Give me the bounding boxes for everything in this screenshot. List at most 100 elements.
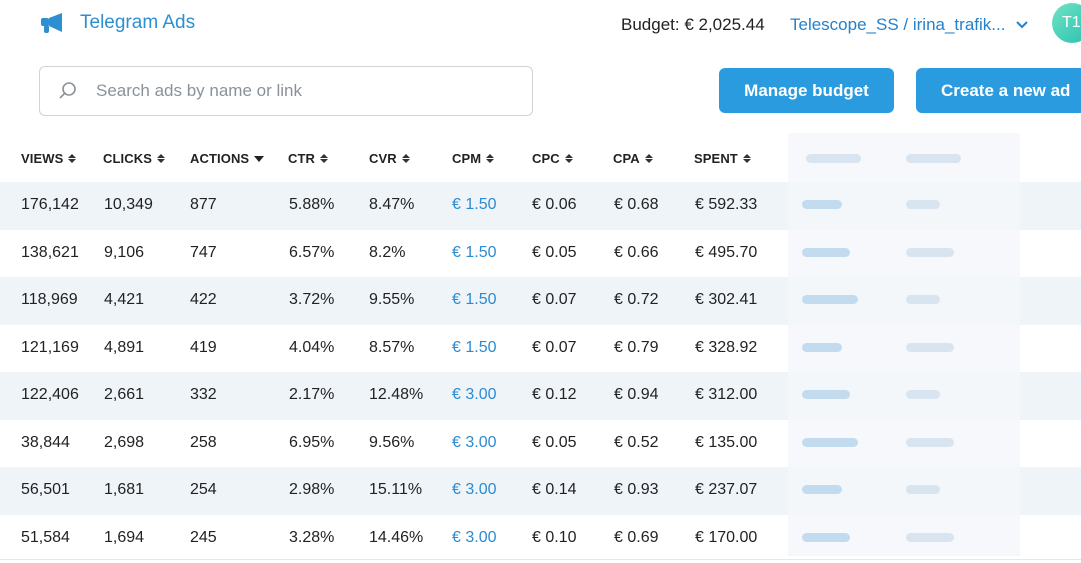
cell-clicks: 10,349: [104, 196, 153, 213]
sort-icon: [564, 154, 573, 163]
cell-cpa: € 0.93: [614, 481, 659, 498]
sort-desc-icon: [254, 155, 265, 162]
cell-cpm[interactable]: € 1.50: [452, 243, 497, 261]
cell-cpc: € 0.10: [532, 528, 577, 546]
cell-cpa: € 0.72: [614, 291, 659, 308]
cell-cvr: 9.56%: [369, 433, 415, 451]
sort-icon: [486, 154, 495, 163]
cell-actions: 747: [190, 243, 217, 261]
cell-spent: € 135.00: [695, 433, 758, 451]
cell-cpm[interactable]: € 3.00: [452, 433, 497, 451]
cell-cpm[interactable]: € 1.50: [452, 338, 497, 356]
cell-spent: € 312.00: [695, 386, 758, 403]
search-box[interactable]: [39, 66, 533, 116]
budget-display: Budget: € 2,025.44: [621, 15, 765, 34]
cell-actions: 258: [190, 433, 217, 451]
cell-cpm[interactable]: € 3.00: [452, 528, 497, 546]
redacted-value: [906, 295, 940, 304]
redacted-columns: [788, 133, 1020, 556]
cell-cpm[interactable]: € 1.50: [452, 196, 497, 213]
cell-spent: € 328.92: [695, 338, 758, 356]
table-row[interactable]: 38,844 2,698 258 6.95% 9.56% € 3.00 € 0.05 € 0.…: [0, 420, 1081, 468]
redacted-link: [802, 342, 842, 352]
cell-cpm[interactable]: € 1.50: [452, 291, 497, 308]
column-header-cvr[interactable]: CVR: [369, 151, 410, 166]
redacted-value: [906, 532, 954, 542]
cell-ctr: 5.88%: [289, 196, 335, 213]
cell-cvr: 8.47%: [369, 196, 415, 213]
redacted-link: [802, 390, 850, 399]
cell-clicks: 1,694: [104, 528, 145, 546]
cell-cpa: € 0.94: [614, 386, 659, 403]
column-header-cpa[interactable]: CPA: [613, 151, 653, 166]
cell-cpa: € 0.66: [614, 243, 659, 261]
table-row[interactable]: 138,621 9,106 747 6.57% 8.2% € 1.50 € 0.05 € 0.…: [0, 230, 1081, 278]
cell-cpc: € 0.12: [532, 386, 577, 403]
redacted-value: [906, 200, 940, 209]
column-header-spent[interactable]: SPENT: [694, 151, 751, 166]
redacted-link: [802, 437, 858, 447]
column-header-views[interactable]: VIEWS: [21, 151, 77, 166]
chevron-down-icon: [1016, 21, 1029, 29]
cell-clicks: 2,698: [104, 433, 145, 451]
sort-icon: [742, 154, 751, 163]
table-row[interactable]: 51,584 1,694 245 3.28% 14.46% € 3.00 € 0.10 € 0…: [0, 515, 1081, 563]
telegram-ads-logo[interactable]: Telegram Ads: [40, 12, 195, 34]
account-name: Telescope_SS / irina_trafik...: [790, 15, 1006, 34]
cell-cvr: 12.48%: [369, 386, 424, 403]
cell-clicks: 4,421: [104, 291, 145, 308]
cell-ctr: 2.17%: [289, 386, 335, 403]
cell-cpc: € 0.07: [532, 291, 577, 308]
cell-cpc: € 0.05: [532, 433, 577, 451]
column-header-clicks[interactable]: CLICKS: [103, 151, 165, 166]
cell-cvr: 9.55%: [369, 291, 415, 308]
cell-views: 56,501: [21, 481, 70, 498]
cell-clicks: 4,891: [104, 338, 145, 356]
cell-cpc: € 0.07: [532, 338, 577, 356]
cell-spent: € 302.41: [695, 291, 758, 308]
redacted-link: [802, 295, 858, 304]
cell-cpa: € 0.68: [614, 196, 659, 213]
cell-cpc: € 0.06: [532, 196, 577, 213]
cell-clicks: 9,106: [104, 243, 145, 261]
cell-cvr: 8.57%: [369, 338, 415, 356]
avatar[interactable]: T1: [1052, 3, 1081, 43]
account-selector[interactable]: Telescope_SS / irina_trafik...: [790, 15, 1029, 35]
cell-cpc: € 0.14: [532, 481, 577, 498]
cell-clicks: 2,661: [104, 386, 145, 403]
cell-views: 176,142: [21, 196, 79, 213]
sort-icon: [644, 154, 653, 163]
cell-spent: € 495.70: [695, 243, 758, 261]
redacted-link: [802, 200, 842, 209]
cell-cpa: € 0.79: [614, 338, 659, 356]
table-header: VIEWS CLICKS ACTIONS CTR CVR CPM CPC CPA…: [0, 134, 1081, 182]
cell-actions: 332: [190, 386, 217, 403]
cell-spent: € 592.33: [695, 196, 758, 213]
redacted-link: [802, 532, 850, 542]
cell-cpc: € 0.05: [532, 243, 577, 261]
redacted-value: [906, 485, 940, 494]
table-row[interactable]: 121,169 4,891 419 4.04% 8.57% € 1.50 € 0.07 € 0…: [0, 325, 1081, 373]
search-input[interactable]: [94, 80, 478, 102]
column-header-actions[interactable]: ACTIONS: [190, 151, 265, 166]
table-divider: [0, 559, 1081, 560]
cell-spent: € 170.00: [695, 528, 758, 546]
cell-views: 122,406: [21, 386, 79, 403]
redacted-link: [802, 247, 850, 257]
search-icon: [58, 81, 78, 101]
create-ad-button[interactable]: Create a new ad: [916, 68, 1081, 113]
column-header-ctr[interactable]: CTR: [288, 151, 329, 166]
cell-views: 118,969: [21, 291, 78, 308]
cell-cpm[interactable]: € 3.00: [452, 481, 497, 498]
column-header-cpm[interactable]: CPM: [452, 151, 495, 166]
cell-spent: € 237.07: [695, 481, 758, 498]
cell-cpm[interactable]: € 3.00: [452, 386, 497, 403]
column-header-cpc[interactable]: CPC: [532, 151, 573, 166]
redacted-value: [906, 342, 954, 352]
manage-budget-button[interactable]: Manage budget: [719, 68, 894, 113]
redacted-link: [802, 485, 842, 494]
logo-text: Telegram Ads: [80, 12, 196, 33]
cell-ctr: 3.72%: [289, 291, 335, 308]
cell-views: 121,169: [21, 338, 79, 356]
cell-actions: 877: [190, 196, 217, 213]
